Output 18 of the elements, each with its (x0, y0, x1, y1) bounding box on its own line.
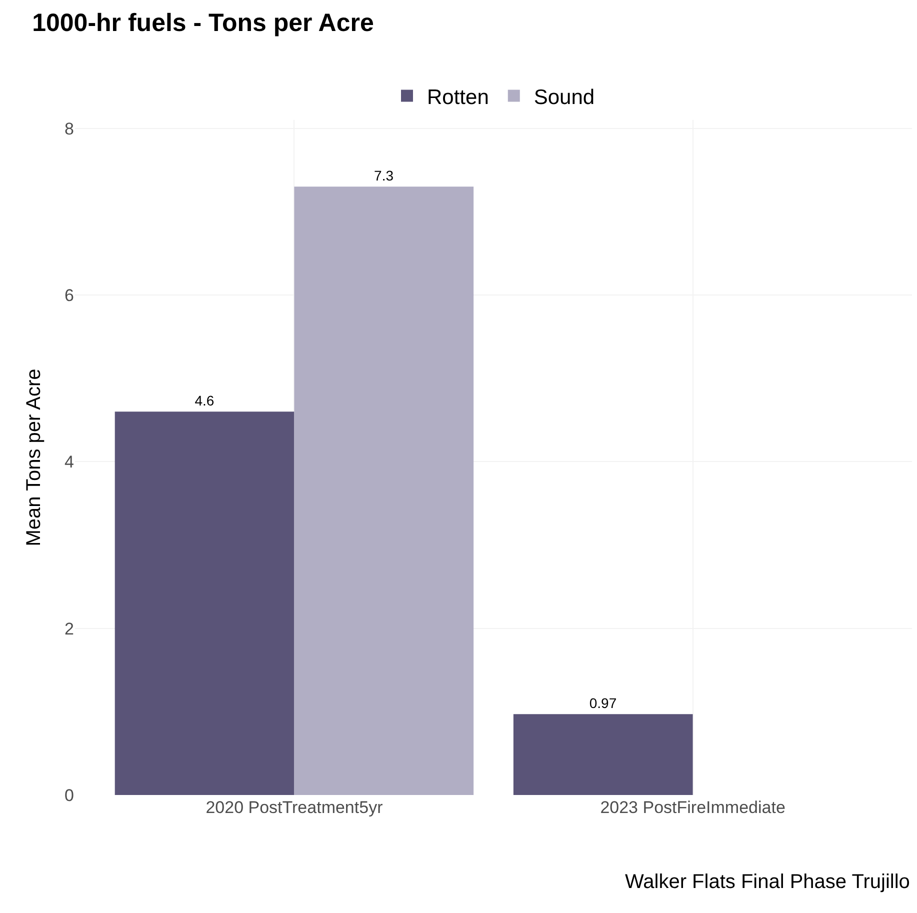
y-tick-label: 6 (64, 286, 74, 305)
bar (294, 186, 474, 795)
legend-label: Rotten (427, 86, 489, 109)
x-tick-label: 2020 PostTreatment5yr (206, 798, 384, 817)
legend-label: Sound (534, 86, 595, 109)
chart-title: 1000-hr fuels - Tons per Acre (32, 9, 374, 38)
y-tick-label: 0 (64, 786, 74, 805)
y-tick-label: 8 (64, 119, 74, 138)
y-tick-label: 4 (64, 452, 74, 472)
data-label: 4.6 (194, 392, 214, 409)
data-label: 7.3 (374, 168, 394, 184)
y-axis-title: Mean Tons per Acre (23, 368, 46, 546)
bar (114, 412, 294, 795)
x-tick-label: 2023 PostFireImmediate (600, 798, 786, 817)
data-label: 0.97 (589, 695, 617, 712)
x-axis-title: Walker Flats Final Phase Trujillo (625, 871, 910, 893)
y-tick-label: 2 (64, 619, 74, 638)
bar (513, 714, 693, 795)
